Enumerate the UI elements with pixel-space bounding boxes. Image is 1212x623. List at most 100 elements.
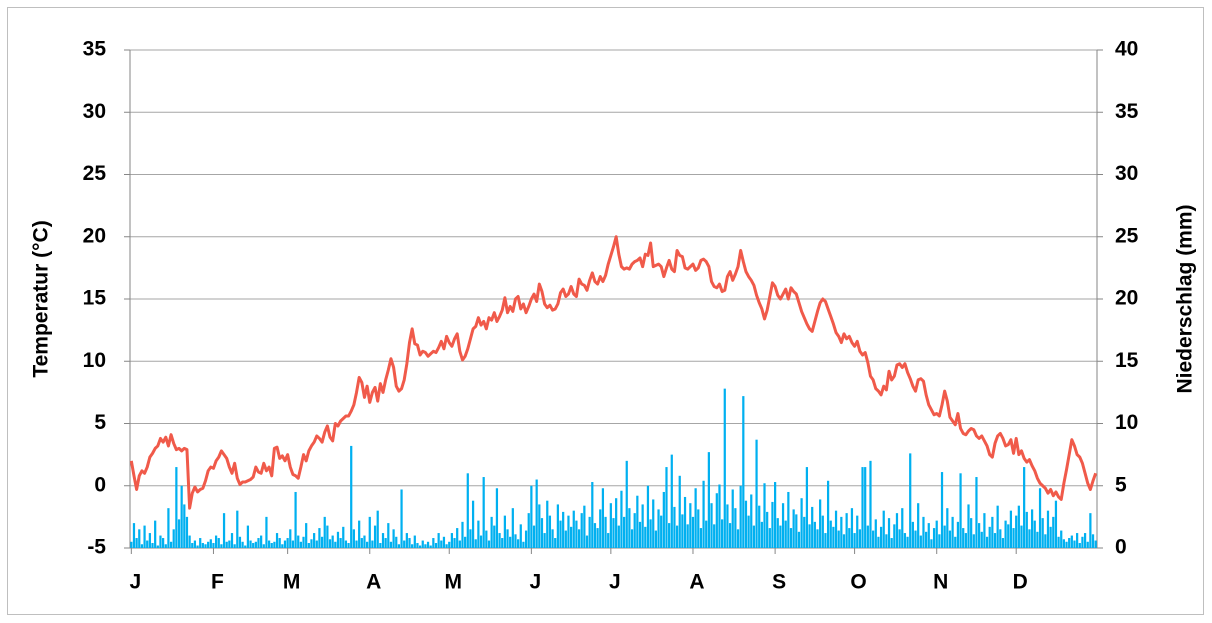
precipitation-bar [371,540,374,548]
precipitation-bar [895,513,899,548]
precipitation-bar [718,484,721,548]
precipitation-bar [477,520,480,548]
precipitation-bar [906,536,909,548]
precipitation-bar [503,515,506,548]
precipitation-bar [418,545,422,548]
precipitation-bar [543,533,546,548]
precipitation-bar [1012,528,1015,548]
precipitation-bar [620,490,623,548]
precipitation-bar [222,513,226,548]
precipitation-bar [1083,533,1087,548]
precipitation-bar [339,538,342,548]
precipitation-bar [169,541,173,548]
precipitation-bar [283,540,287,548]
precipitation-bar [779,525,782,548]
precipitation-bar [135,538,138,548]
precipitation-bar [381,533,385,548]
precipitation-bar [217,538,220,548]
precipitation-bar [644,526,647,548]
precipitation-bar [575,520,578,548]
precipitation-bar [318,528,321,548]
precipitation-bar [1041,518,1044,548]
precipitation-bar [829,520,832,548]
precipitation-bar [424,544,427,548]
precipitation-bar [652,499,655,548]
precipitation-bar [646,485,650,548]
precipitation-bar [246,525,250,548]
precipitation-bar [691,516,695,548]
precipitation-bar [1062,539,1065,548]
precipitation-bar [686,524,689,548]
precipitation-bar [1004,520,1007,548]
precipitation-bar [352,529,355,548]
precipitation-bar [413,535,416,548]
precipitation-bar [185,516,189,548]
chart-frame [7,7,1204,615]
precipitation-bar [453,538,456,548]
precipitation-bar [588,516,591,548]
precipitation-bar [601,488,605,548]
precipitation-bar [1054,500,1058,548]
precipitation-bar [326,525,329,548]
precipitation-bar [249,540,252,548]
precipitation-bar [164,544,167,548]
precipitation-bar [604,516,607,548]
precipitation-bar [752,525,756,548]
precipitation-bar [456,528,459,548]
precipitation-bar [821,515,824,548]
precipitation-bar [373,525,377,548]
precipitation-bar [715,493,718,548]
x-tick-label: J [609,571,621,594]
precipitation-bar [1028,529,1031,548]
precipitation-bar [858,529,861,548]
precipitation-bar [532,525,536,548]
precipitation-bar [336,531,340,548]
precipitation-bar [866,525,869,548]
precipitation-bar [177,519,181,548]
precipitation-bar [466,473,469,548]
precipitation-bar [448,541,451,548]
precipitation-bar [297,535,300,548]
precipitation-bar [999,529,1002,548]
y2-axis-label: Niederschlag (mm) [1174,204,1197,393]
precipitation-bar [524,530,528,548]
precipitation-bar [903,533,907,548]
precipitation-bar [856,515,859,548]
precipitation-bar [630,529,634,548]
precipitation-bar [869,460,872,548]
precipitation-bar [930,539,933,548]
y-tick-label: 10 [83,349,106,372]
precipitation-bar [885,534,888,548]
precipitation-bar [368,516,371,548]
precipitation-bar [143,525,146,548]
precipitation-bar [927,523,930,548]
precipitation-bar [392,529,395,548]
y-axis-label: Temperatur (°C) [30,220,53,377]
precipitation-bar [400,489,403,548]
precipitation-bar [146,540,149,548]
precipitation-bar [911,521,914,548]
precipitation-bar [662,491,665,548]
precipitation-bar [893,524,896,548]
precipitation-bar [697,509,700,548]
precipitation-bar [313,533,316,548]
precipitation-bar [201,543,204,548]
precipitation-bar [493,525,496,548]
precipitation-bar [572,510,575,548]
precipitation-bar [824,533,827,548]
precipitation-bar [1036,531,1039,548]
precipitation-bar [154,520,157,548]
precipitation-bar [901,508,904,548]
precipitation-bar [1070,535,1073,548]
precipitation-bar [1073,540,1076,548]
precipitation-bar [363,535,366,548]
precipitation-bar [683,496,687,548]
precipitation-bar [162,538,165,548]
precipitation-bar [408,538,411,548]
precipitation-bar [887,518,891,548]
precipitation-bar [212,543,215,548]
y-tick-label: 35 [83,38,107,61]
precipitation-bar [1060,530,1063,548]
precipitation-bar [389,541,393,548]
